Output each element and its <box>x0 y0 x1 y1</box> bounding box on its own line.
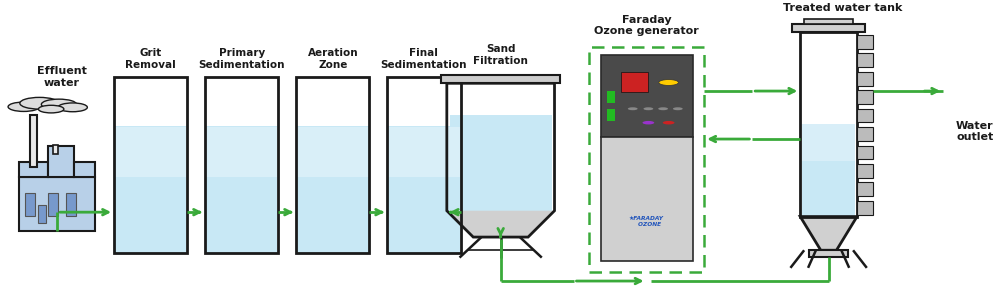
Bar <box>53 145 58 154</box>
Circle shape <box>41 99 77 110</box>
Bar <box>205 77 278 253</box>
Bar <box>589 46 704 272</box>
Bar <box>802 124 855 217</box>
Bar <box>115 126 186 253</box>
Text: ★FARADAY
   OZONE: ★FARADAY OZONE <box>629 216 664 226</box>
Text: Primary
Sedimentation: Primary Sedimentation <box>198 49 285 70</box>
Bar <box>19 162 48 177</box>
Bar <box>48 146 74 177</box>
Bar <box>809 250 848 257</box>
Bar <box>296 77 369 253</box>
Bar <box>857 35 873 49</box>
Bar <box>857 53 873 67</box>
Bar <box>857 109 873 122</box>
Circle shape <box>58 103 87 112</box>
Bar <box>802 124 855 161</box>
Text: Grit
Removal: Grit Removal <box>125 49 176 70</box>
Bar <box>19 177 95 231</box>
Text: Aeration
Zone: Aeration Zone <box>307 49 358 70</box>
Text: Faraday
Ozone generator: Faraday Ozone generator <box>594 15 699 36</box>
Bar <box>387 77 461 253</box>
Bar <box>804 19 853 24</box>
Text: Effluent
water: Effluent water <box>37 66 87 88</box>
Bar <box>38 206 46 224</box>
Bar <box>206 127 277 177</box>
Polygon shape <box>450 115 552 211</box>
Bar <box>297 127 369 177</box>
Bar <box>601 56 693 137</box>
Bar <box>66 193 76 216</box>
Circle shape <box>628 107 638 110</box>
Bar <box>388 126 460 253</box>
Polygon shape <box>800 217 857 250</box>
Bar <box>800 32 857 217</box>
Circle shape <box>20 98 59 109</box>
Bar <box>48 193 58 216</box>
Bar <box>857 182 873 196</box>
Text: Sand
Filtration: Sand Filtration <box>473 44 528 66</box>
Bar <box>601 137 693 260</box>
Bar <box>857 90 873 104</box>
Bar <box>857 127 873 141</box>
Circle shape <box>658 107 668 110</box>
Bar <box>607 109 615 121</box>
Bar <box>857 146 873 159</box>
Bar <box>857 164 873 178</box>
Bar <box>206 126 277 253</box>
Circle shape <box>663 121 674 124</box>
Bar <box>115 127 186 177</box>
Bar <box>857 201 873 215</box>
Circle shape <box>642 121 654 124</box>
Bar <box>25 193 35 216</box>
Circle shape <box>643 107 653 110</box>
Bar <box>297 126 369 253</box>
Bar <box>388 127 460 177</box>
Text: Treated water tank: Treated water tank <box>783 3 903 13</box>
Bar <box>30 115 37 167</box>
Circle shape <box>659 80 678 85</box>
Circle shape <box>8 102 39 111</box>
Text: Water
outlet: Water outlet <box>956 121 994 142</box>
Bar <box>857 72 873 86</box>
Text: Final
Sedimentation: Final Sedimentation <box>381 49 467 70</box>
Bar <box>74 162 95 177</box>
Bar <box>621 72 648 92</box>
Bar <box>607 91 615 103</box>
Polygon shape <box>449 211 553 236</box>
Circle shape <box>38 105 64 113</box>
Bar <box>114 77 187 253</box>
Bar <box>441 75 560 83</box>
Bar <box>792 24 865 32</box>
Circle shape <box>673 107 683 110</box>
